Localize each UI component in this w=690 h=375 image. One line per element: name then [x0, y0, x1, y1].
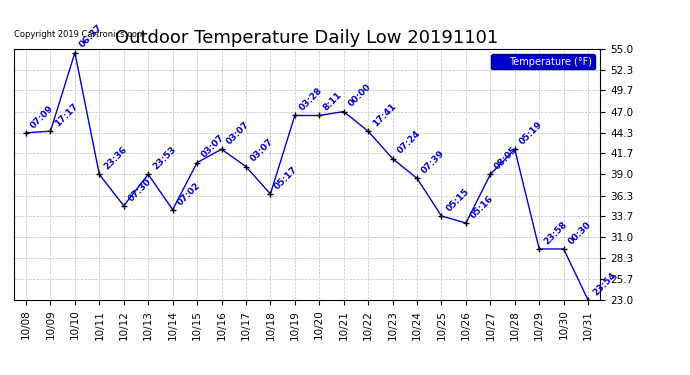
Text: 00:30: 00:30 [566, 220, 593, 246]
Text: 23:58: 23:58 [542, 220, 569, 246]
Text: 05:16: 05:16 [469, 194, 495, 220]
Text: 07:30: 07:30 [126, 177, 153, 203]
Text: 06:37: 06:37 [78, 23, 104, 50]
Text: Copyright 2019 Cartronics.com: Copyright 2019 Cartronics.com [14, 30, 145, 39]
Text: 03:07: 03:07 [224, 120, 250, 147]
Legend: Temperature (°F): Temperature (°F) [491, 54, 595, 69]
Text: 07:02: 07:02 [175, 180, 202, 207]
Text: 8:11: 8:11 [322, 90, 344, 113]
Text: 17:17: 17:17 [53, 102, 80, 128]
Text: 23:54: 23:54 [591, 270, 618, 297]
Title: Outdoor Temperature Daily Low 20191101: Outdoor Temperature Daily Low 20191101 [115, 29, 499, 47]
Text: 05:15: 05:15 [444, 187, 471, 213]
Text: 03:28: 03:28 [297, 86, 324, 113]
Text: 05:19: 05:19 [518, 120, 544, 147]
Text: 07:39: 07:39 [420, 149, 446, 176]
Text: 03:07: 03:07 [248, 137, 275, 164]
Text: 08:05: 08:05 [493, 145, 520, 172]
Text: 05:17: 05:17 [273, 165, 299, 191]
Text: 07:09: 07:09 [29, 104, 55, 130]
Text: 03:07: 03:07 [200, 133, 226, 160]
Text: 17:41: 17:41 [371, 102, 397, 128]
Text: 23:53: 23:53 [151, 145, 177, 172]
Text: 00:00: 00:00 [346, 82, 373, 109]
Text: 07:24: 07:24 [395, 129, 422, 156]
Text: 23:36: 23:36 [102, 145, 129, 172]
